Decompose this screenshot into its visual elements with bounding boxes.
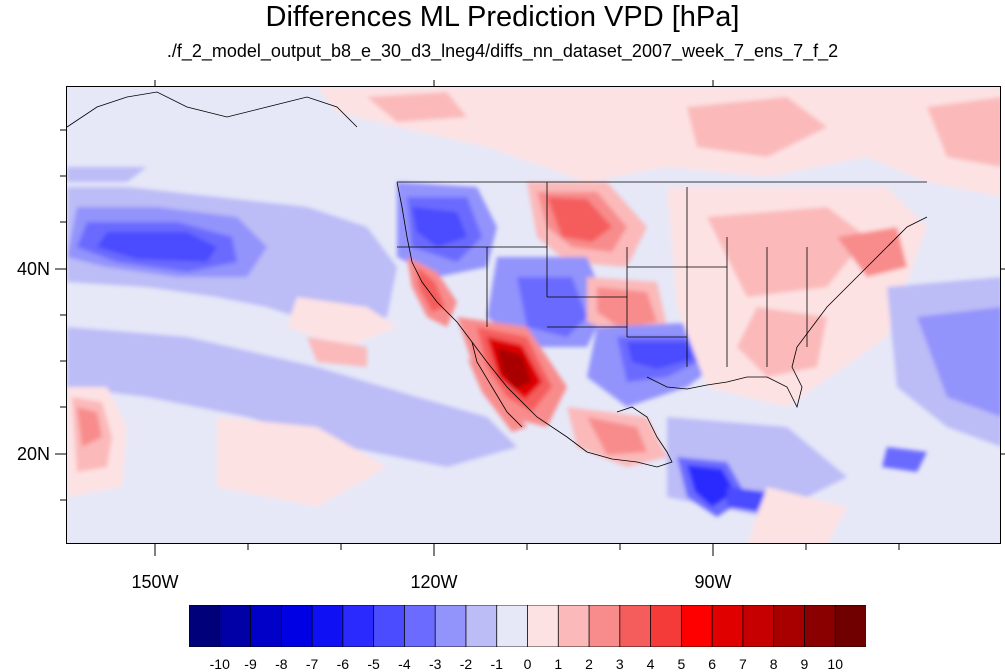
colorbar-tick-label: -2: [459, 656, 473, 672]
colorbar-swatch: [804, 605, 837, 647]
lat-label-20n: 20N: [16, 444, 50, 464]
colorbar-swatch: [527, 605, 560, 647]
colorbar-swatch: [219, 605, 252, 647]
lon-label-90w: 90W: [694, 572, 732, 592]
map-panel: [66, 86, 1001, 544]
colorbar-swatch: [588, 605, 621, 647]
colorbar-swatch: [434, 605, 467, 647]
colorbar-tick-label: -4: [398, 656, 411, 672]
lon-label-120w: 120W: [410, 572, 458, 592]
colorbar-swatch: [404, 605, 437, 647]
colorbar-swatch: [742, 605, 775, 647]
colorbar-tick-label: -7: [305, 656, 319, 672]
colorbar-swatch: [280, 605, 313, 647]
colorbar-tick-label: -1: [490, 656, 503, 672]
lon-label-150w: 150W: [131, 572, 179, 592]
colorbar-tick-label: 9: [800, 656, 809, 672]
coastlines: [67, 91, 928, 468]
colorbar-tick-label: 2: [585, 656, 593, 672]
colorbar-tick-label: 7: [739, 656, 747, 672]
colorbar-tick-label: -6: [336, 656, 350, 672]
colorbar-swatch: [189, 605, 221, 647]
colorbar-tick-label: 3: [615, 656, 624, 672]
colorbar-swatch: [465, 605, 498, 647]
colorbar-swatch: [619, 605, 652, 647]
map-subtitle: ./f_2_model_output_b8_e_30_d3_lneg4/diff…: [166, 41, 839, 61]
colorbar-swatch: [650, 605, 683, 647]
colorbar-tick-label: -10: [209, 656, 230, 672]
colorbar-tick-label: -8: [275, 656, 288, 672]
colorbar-swatch: [834, 605, 866, 647]
map-title: Differences ML Prediction VPD [hPa]: [265, 1, 740, 33]
colorbar-tick-label: 1: [554, 656, 563, 672]
colorbar-tick-label: -3: [428, 656, 442, 672]
colorbar-swatch: [342, 605, 375, 647]
colorbar: [189, 605, 866, 647]
colorbar-swatch: [773, 605, 806, 647]
colorbar-swatch: [311, 605, 344, 647]
colorbar-tick-label: 0: [523, 656, 532, 672]
colorbar-swatch: [373, 605, 406, 647]
colorbar-tick-label: 6: [708, 656, 717, 672]
lat-label-40n: 40N: [16, 259, 50, 279]
colorbar-swatch: [680, 605, 714, 647]
colorbar-swatch: [496, 605, 529, 647]
colorbar-tick-label: -9: [244, 656, 257, 672]
colorbar-tick-label: -5: [367, 656, 380, 672]
colorbar-tick-label: 8: [769, 656, 778, 672]
colorbar-tick-label: 5: [677, 656, 686, 672]
colorbar-swatch: [250, 605, 283, 647]
vpd-difference-field: [67, 87, 1000, 543]
field-patches: [67, 87, 1000, 543]
colorbar-swatch: [711, 605, 744, 647]
colorbar-tick-label: 4: [646, 656, 655, 672]
colorbar-swatch: [557, 605, 590, 647]
colorbar-tick-label: 10: [827, 656, 843, 672]
